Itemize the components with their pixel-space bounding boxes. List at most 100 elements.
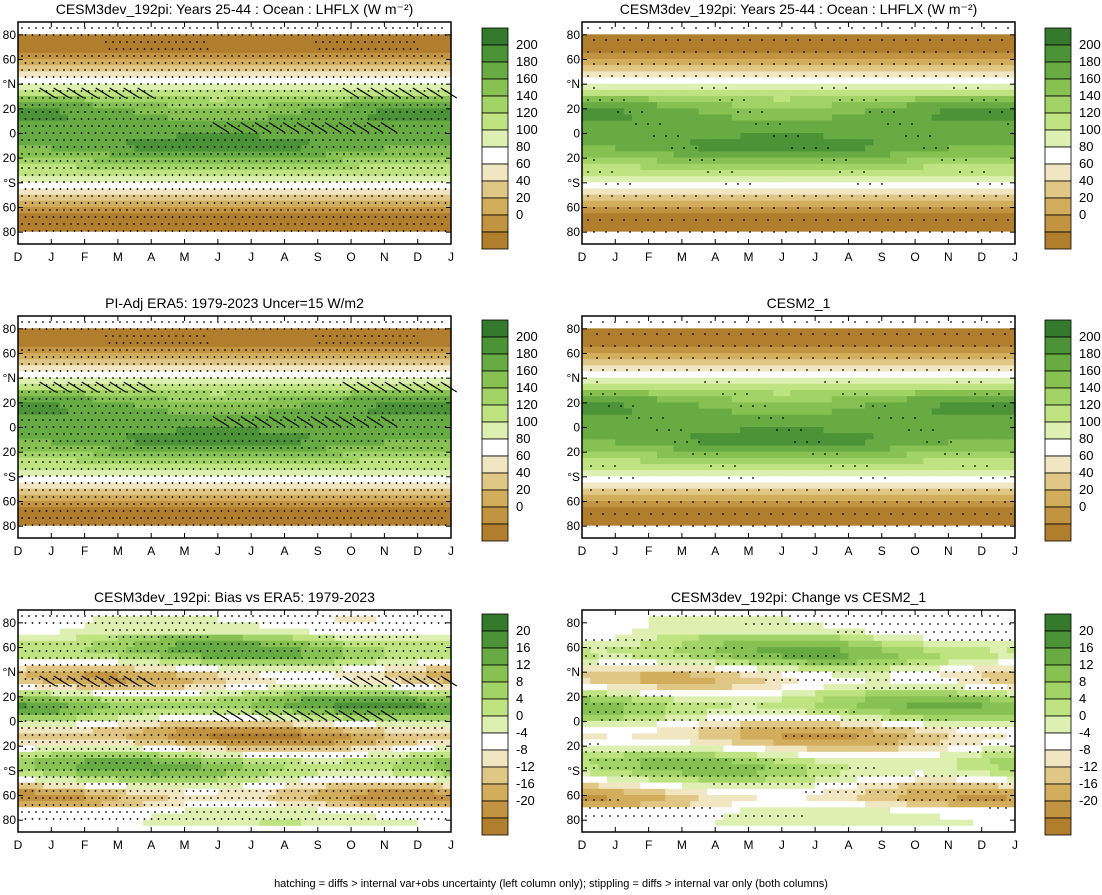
field-cell	[731, 34, 741, 42]
stipple-dot	[315, 83, 317, 85]
field-cell	[34, 89, 44, 97]
field-cell	[773, 114, 783, 122]
stipple-dot	[49, 167, 51, 169]
stipple-dot	[189, 69, 191, 71]
stipple-dot	[101, 104, 104, 106]
field-cell	[351, 139, 361, 146]
field-cell	[392, 182, 402, 190]
stipple-dot	[318, 230, 321, 232]
stipple-dot	[413, 125, 415, 127]
field-cell	[765, 34, 775, 42]
field-cell	[42, 139, 52, 146]
stipple-dot	[353, 230, 356, 232]
field-cell	[92, 163, 102, 171]
stipple-dot	[357, 41, 359, 43]
field-cell	[267, 170, 277, 177]
field-cell	[134, 219, 144, 227]
stipple-dot	[255, 118, 258, 120]
stipple-dot	[287, 97, 289, 99]
field-cell	[656, 114, 666, 122]
field-cell	[334, 89, 344, 97]
field-cell	[631, 71, 641, 79]
field-cell	[690, 151, 700, 159]
stipple-dot	[430, 230, 433, 232]
stipple-dot	[262, 104, 265, 106]
stipple-dot	[388, 230, 391, 232]
field-cell	[426, 133, 435, 140]
stipple-dot	[395, 216, 398, 218]
stipple-dot	[318, 202, 321, 204]
stipple-dot	[192, 62, 195, 64]
field-cell	[101, 102, 111, 109]
field-cell	[167, 200, 177, 208]
field-cell	[840, 65, 850, 72]
x-tick-label: F	[81, 250, 88, 264]
field-cell	[715, 22, 725, 29]
field-cell	[706, 139, 716, 146]
stipple-dot	[262, 118, 265, 120]
field-cell	[417, 182, 427, 190]
field-cell	[192, 126, 202, 134]
field-cell	[376, 114, 385, 122]
field-cell	[765, 157, 775, 165]
field-cell	[956, 22, 966, 29]
stipple-dot	[406, 139, 408, 141]
stipple-dot	[94, 160, 97, 162]
stipple-dot	[115, 188, 118, 190]
field-cell	[781, 102, 791, 109]
field-cell	[615, 28, 625, 35]
field-cell	[26, 145, 36, 153]
field-cell	[326, 237, 336, 245]
field-cell	[806, 133, 816, 140]
field-cell	[798, 59, 808, 66]
field-cell	[59, 28, 69, 35]
stipple-dot	[224, 167, 226, 169]
stipple-dot	[280, 153, 282, 155]
stipple-dot	[189, 97, 191, 99]
field-cell	[623, 52, 633, 60]
stipple-dot	[203, 195, 205, 197]
stipple-dot	[112, 55, 114, 57]
stipple-dot	[119, 223, 121, 225]
field-cell	[823, 46, 833, 54]
field-cell	[915, 40, 925, 48]
stipple-dot	[105, 55, 107, 57]
field-cell	[1006, 145, 1016, 153]
stipple-dot	[77, 167, 79, 169]
field-cell	[940, 83, 949, 91]
stipple-dot	[21, 223, 23, 225]
stipple-dot	[87, 230, 90, 232]
field-cell	[392, 114, 402, 122]
field-cell	[334, 145, 344, 153]
field-cell	[392, 96, 402, 103]
field-cell	[915, 139, 925, 146]
field-cell	[392, 163, 402, 171]
field-cell	[26, 108, 36, 116]
stipple-dot	[112, 181, 114, 183]
field-cell	[748, 34, 758, 42]
stipple-dot	[238, 195, 240, 197]
field-cell	[226, 231, 236, 239]
field-cell	[309, 157, 319, 165]
field-cell	[42, 151, 52, 159]
stipple-dot	[161, 223, 163, 225]
field-cell	[865, 120, 875, 128]
field-cell	[142, 46, 152, 54]
field-cell	[376, 83, 385, 91]
stipple-dot	[357, 153, 359, 155]
field-cell	[42, 46, 52, 54]
field-cell	[201, 219, 211, 227]
stipple-dot	[339, 48, 342, 50]
stipple-dot	[168, 181, 170, 183]
field-cell	[209, 96, 219, 103]
field-cell	[715, 83, 725, 91]
field-cell	[159, 102, 169, 109]
stipple-dot	[168, 97, 170, 99]
field-cell	[92, 157, 102, 165]
field-cell	[856, 71, 866, 79]
stipple-dot	[203, 111, 205, 113]
field-cell	[623, 40, 633, 48]
field-cell	[815, 163, 825, 171]
stipple-dot	[94, 90, 97, 92]
field-cell	[981, 28, 991, 35]
